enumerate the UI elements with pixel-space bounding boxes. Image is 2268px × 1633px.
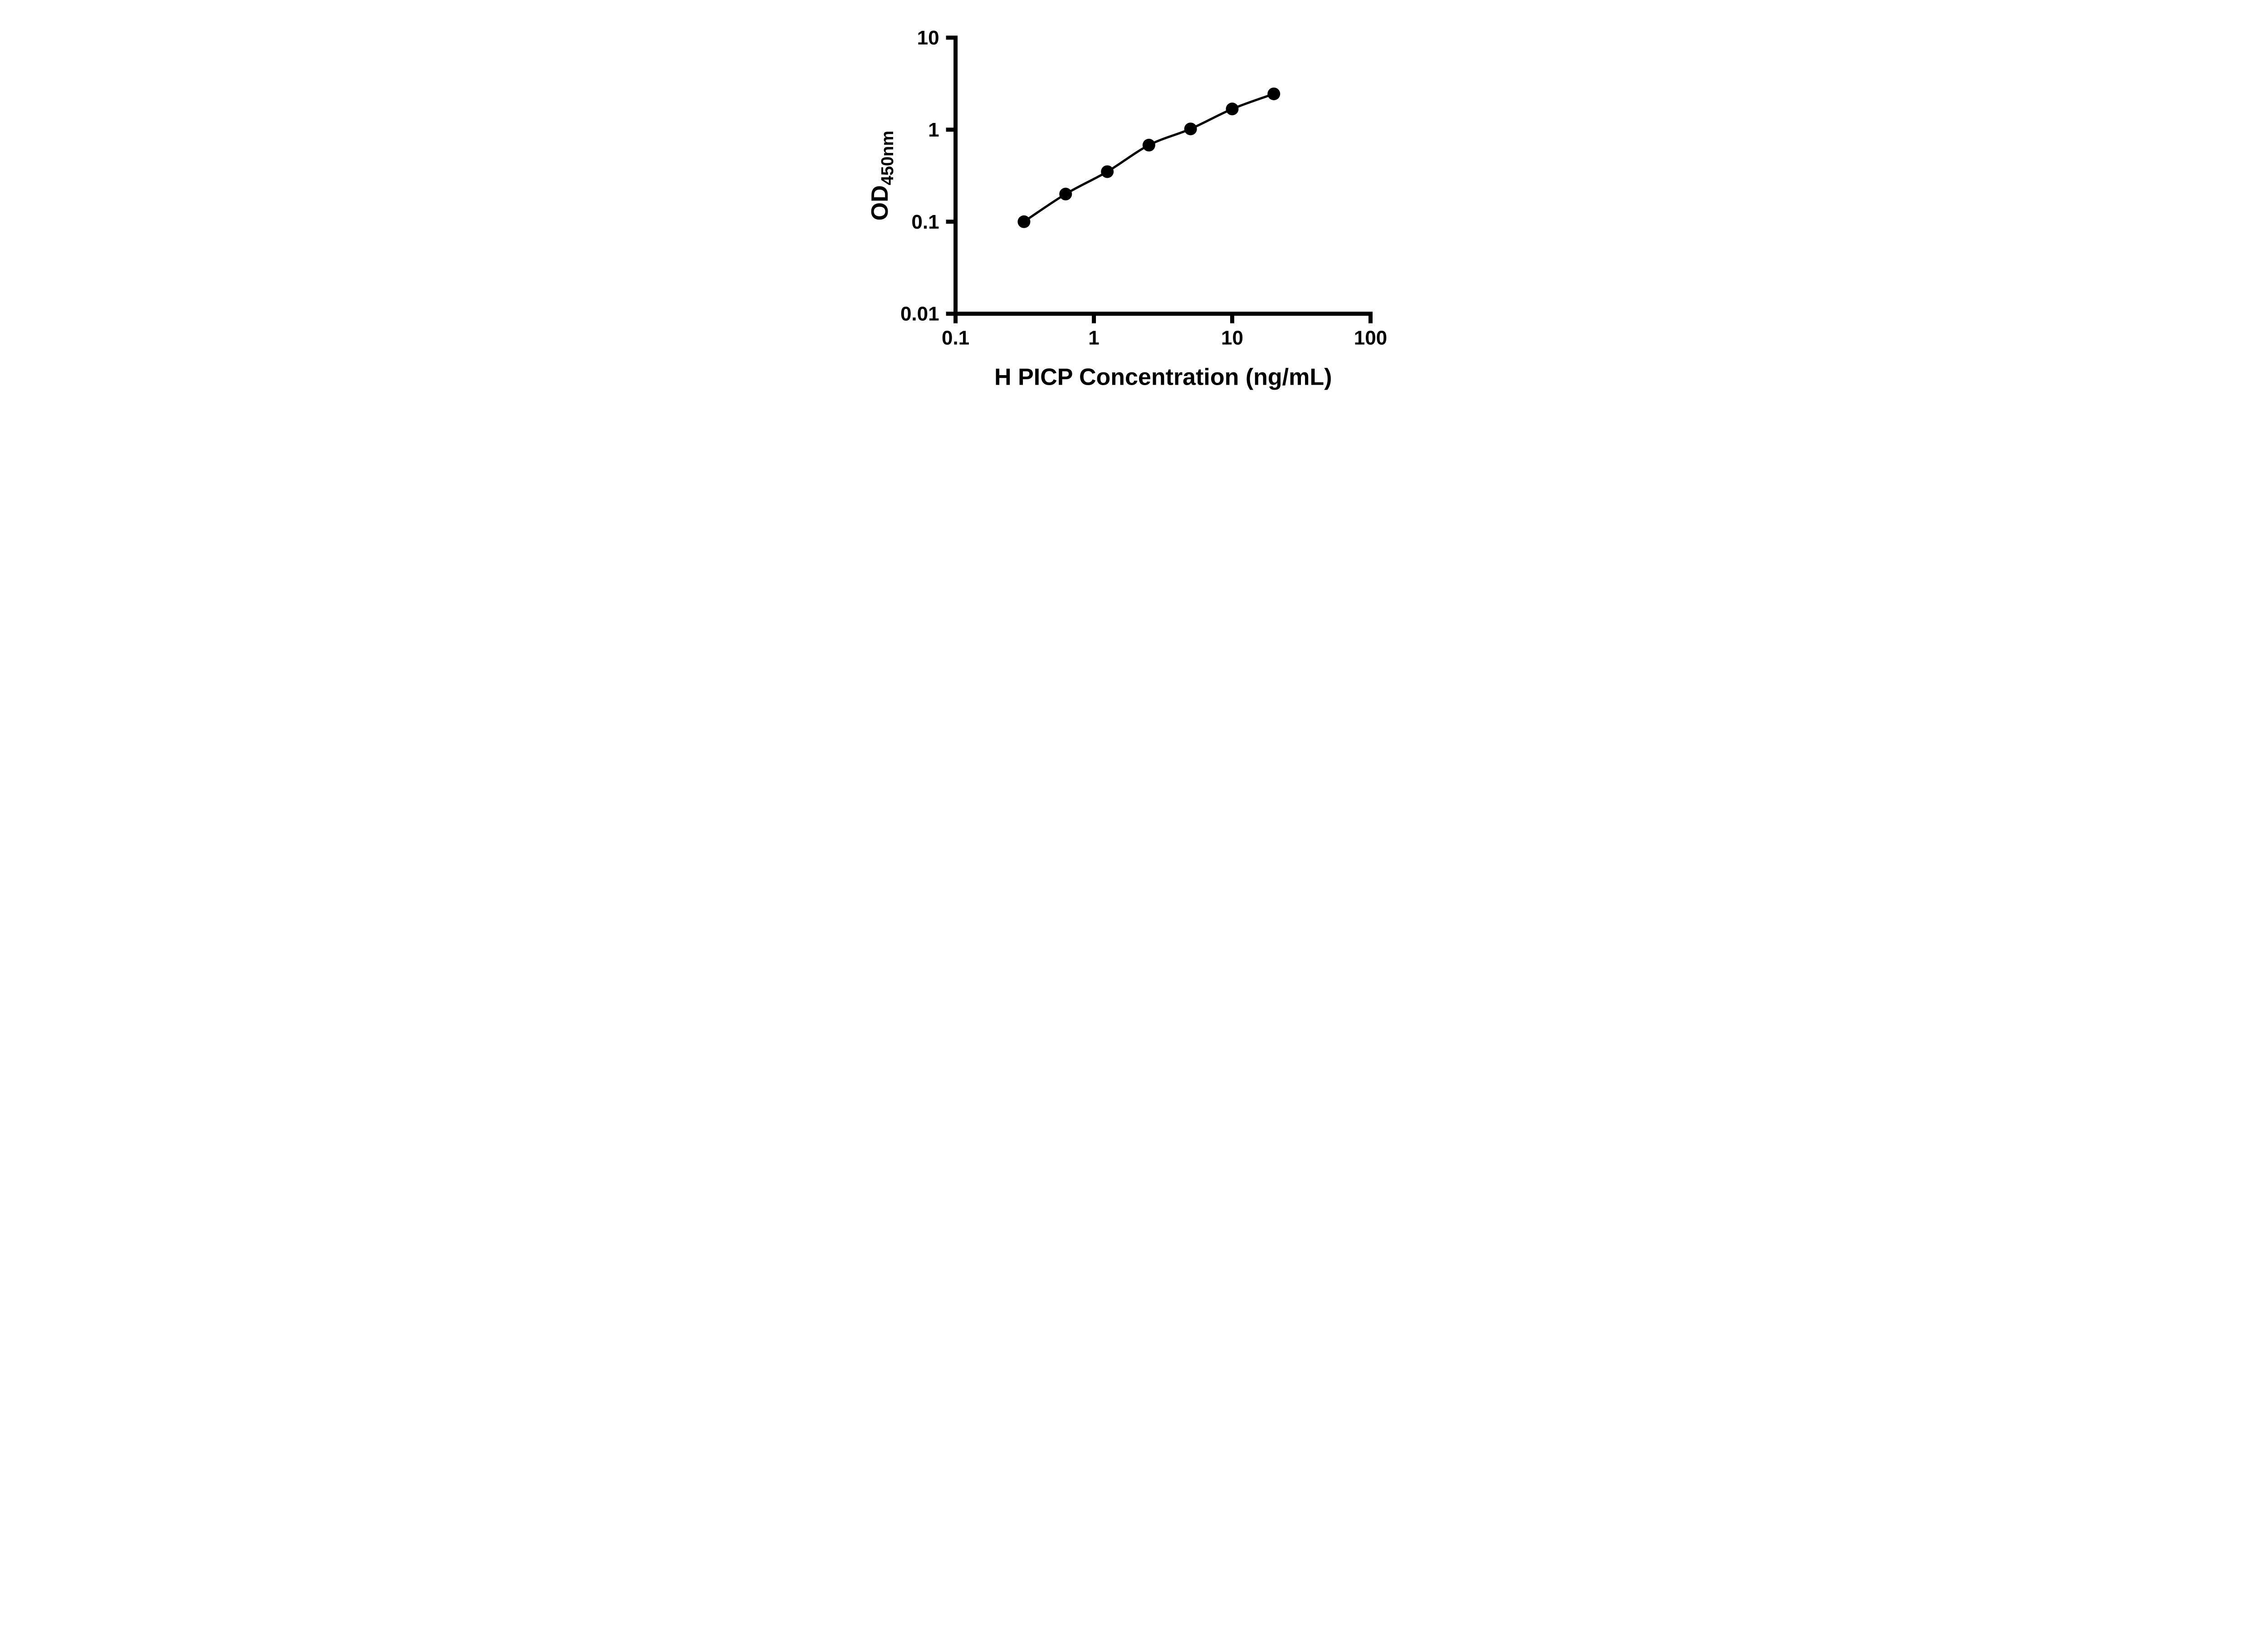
x-tick-label: 10: [1221, 327, 1243, 349]
y-axis-title: OD450nm: [867, 131, 897, 220]
data-point-marker: [1267, 87, 1281, 100]
data-point-marker: [1184, 122, 1197, 136]
x-tick-label: 100: [1354, 327, 1387, 349]
x-tick-label: 1: [1088, 327, 1099, 349]
y-tick-label: 1: [928, 119, 939, 141]
y-tick-label: 0.1: [911, 211, 939, 233]
y-axis-title-sub: 450nm: [878, 131, 897, 185]
data-point-marker: [1017, 215, 1031, 228]
standard-curve-figure: 0.1 1 10 100 0.01 0.1 1 10 H PICP Concentration…: [842, 0, 1426, 409]
data-point-marker: [1142, 138, 1155, 152]
y-tick-label: 10: [917, 27, 939, 49]
y-tick-label: 0.01: [900, 303, 939, 325]
data-point-marker: [1059, 187, 1072, 200]
x-axis-title: H PICP Concentration (ng/mL): [994, 364, 1332, 390]
axis-lines: [953, 35, 1373, 316]
data-point-marker: [1101, 165, 1114, 178]
data-point-marker: [1226, 103, 1239, 116]
y-axis-title-main: OD: [867, 185, 893, 220]
x-tick-label: 0.1: [942, 327, 969, 349]
